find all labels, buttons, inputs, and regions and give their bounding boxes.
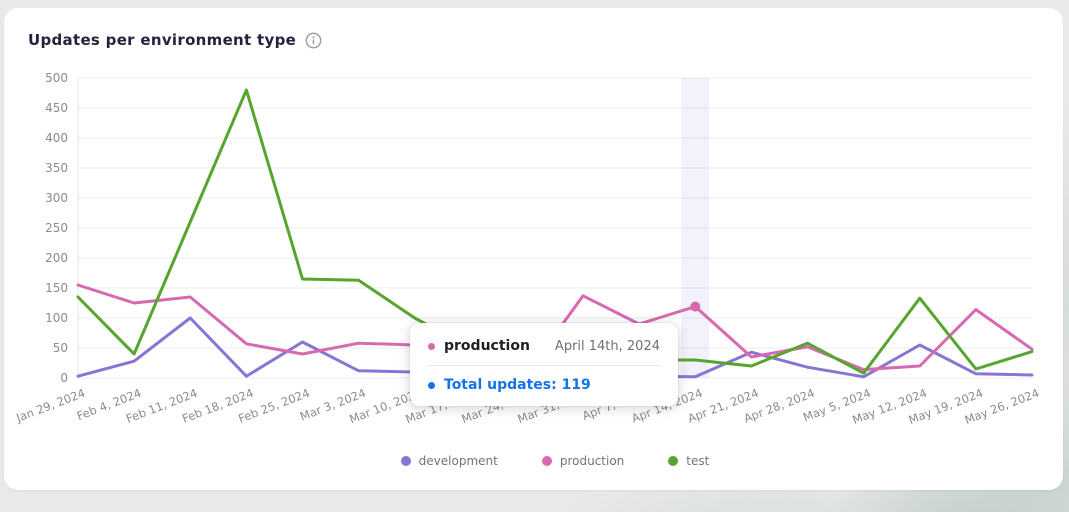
legend-label-test: test [686, 454, 710, 468]
hover-highlight-band [681, 78, 710, 378]
legend-item-development[interactable]: development [400, 454, 498, 468]
y-tick-label: 50 [53, 341, 68, 355]
tooltip-date: April 14th, 2024 [554, 338, 660, 354]
legend-label-production: production [559, 454, 625, 468]
tooltip-divider [428, 365, 660, 366]
x-tick-label: Jan 29, 2024 [13, 386, 87, 425]
legend-item-test[interactable]: test [668, 454, 709, 468]
hovered-point-marker[interactable] [690, 301, 701, 312]
chart-tooltip: production April 14th, 2024 Total update… [410, 323, 678, 406]
y-tick-label: 350 [45, 161, 68, 175]
y-tick-label: 400 [45, 131, 68, 145]
y-tick-label: 500 [45, 71, 68, 85]
legend-item-production[interactable]: production [541, 454, 625, 468]
development-swatch [400, 456, 411, 466]
updates-chart-card: Updates per environment type 0 50 100 150 20… [4, 8, 1063, 490]
tooltip-total-updates: Total updates: 119 [444, 377, 591, 393]
info-icon[interactable] [305, 32, 322, 49]
production-series-dot [428, 342, 435, 350]
chart-legend: development production test [78, 454, 1032, 468]
total-updates-dot [428, 381, 435, 389]
chart-header: Updates per environment type [28, 31, 322, 49]
y-tick-label: 300 [45, 191, 68, 205]
chart-title: Updates per environment type [28, 31, 297, 49]
y-tick-label: 200 [45, 251, 68, 265]
line-chart-plot-area[interactable]: 0 50 100 150 200 250 300 350 400 450 500 Jan 29, 20… [4, 8, 1063, 490]
y-tick-label: 100 [45, 311, 68, 325]
legend-label-development: development [418, 454, 498, 468]
tooltip-series-name: production [444, 338, 530, 354]
y-tick-label: 150 [45, 281, 68, 295]
y-tick-label: 450 [45, 101, 68, 115]
y-tick-label: 250 [45, 221, 68, 235]
y-tick-label: 0 [60, 371, 68, 385]
test-swatch [668, 456, 679, 466]
production-swatch [541, 456, 552, 466]
